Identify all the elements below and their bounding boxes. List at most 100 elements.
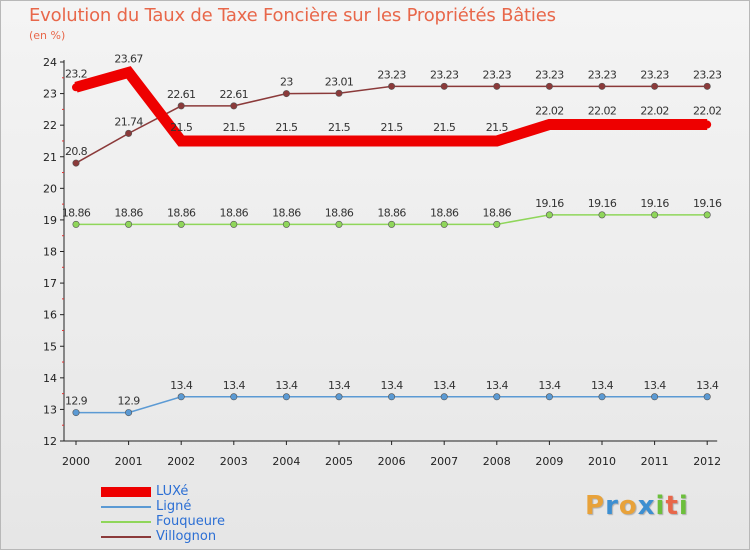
data-point [230, 102, 238, 110]
y-tick-label: 19 [43, 214, 57, 227]
data-label: 19.16 [693, 197, 722, 210]
logo-letter: i [678, 491, 689, 521]
y-tick-label: 12 [43, 435, 57, 448]
data-point [335, 136, 343, 145]
data-label: 22.61 [167, 88, 196, 101]
logo-letter: P [585, 491, 606, 521]
data-point [703, 120, 712, 129]
data-point [335, 89, 343, 97]
data-point [545, 211, 553, 219]
data-label: 12.9 [118, 395, 141, 408]
x-tick-label: 2005 [325, 455, 353, 468]
line-chart: 12 13 14 15 16 17 18 19 20 21 22 23 24 2000 2001 2002 20… [43, 52, 723, 468]
data-label: 21.5 [275, 121, 298, 134]
data-point [598, 211, 606, 219]
data-label: 21.5 [170, 121, 193, 134]
data-label: 23.01 [325, 75, 354, 88]
data-label: 13.4 [486, 379, 509, 392]
data-point [125, 220, 133, 228]
data-label: 19.16 [535, 197, 564, 210]
data-point [545, 82, 553, 90]
data-label: 13.4 [223, 379, 246, 392]
data-point [651, 82, 659, 90]
data-label: 13.4 [275, 379, 298, 392]
data-label: 23.2 [65, 67, 87, 80]
data-label: 22.02 [588, 105, 617, 118]
data-point [335, 393, 343, 401]
data-point [598, 393, 606, 401]
data-label: 22.02 [535, 105, 564, 118]
data-point [440, 82, 448, 90]
data-label: 18.86 [430, 206, 459, 219]
data-label: 13.4 [538, 379, 561, 392]
legend-swatch [101, 536, 151, 538]
data-point [440, 393, 448, 401]
data-point [229, 136, 238, 145]
data-point [440, 220, 448, 228]
data-label: 23.23 [693, 68, 722, 81]
x-tick-label: 2008 [483, 455, 511, 468]
data-point [282, 136, 291, 145]
legend-swatch [101, 506, 151, 508]
data-point [124, 68, 133, 77]
data-label: 18.86 [62, 206, 91, 219]
data-point [440, 136, 449, 145]
data-point [598, 120, 606, 129]
logo-letter: r [605, 491, 619, 521]
y-tick-label: 21 [43, 151, 57, 164]
data-point [703, 82, 711, 90]
data-label: 22.02 [640, 105, 669, 118]
chart-title: Evolution du Taux de Taxe Foncière sur l… [29, 5, 556, 26]
data-label: 21.5 [328, 121, 351, 134]
data-point [388, 82, 396, 90]
y-tick-label: 13 [43, 403, 57, 416]
y-tick-label: 14 [43, 372, 57, 385]
data-label: 23.23 [640, 68, 669, 81]
data-point [335, 220, 343, 228]
data-point [387, 136, 396, 145]
legend-swatch [101, 487, 151, 497]
logo-letter: i [655, 491, 666, 521]
data-label: 18.86 [377, 206, 406, 219]
legend-label: Villognon [156, 529, 217, 544]
data-point [650, 120, 659, 129]
data-point [388, 220, 396, 228]
x-tick-label: 2012 [693, 455, 721, 468]
data-label: 21.74 [114, 115, 143, 128]
y-tick-label: 20 [43, 182, 57, 195]
data-point [492, 136, 501, 145]
data-point [703, 393, 711, 401]
data-label: 13.4 [644, 379, 667, 392]
data-point [177, 102, 185, 110]
axes: 12 13 14 15 16 17 18 19 20 21 22 23 24 2000 2001 2002 20… [43, 56, 721, 468]
data-point [703, 211, 711, 219]
data-label: 21.5 [381, 121, 404, 134]
data-point [282, 220, 290, 228]
legend-label: LUXé [156, 484, 189, 499]
data-point [72, 220, 80, 228]
data-label: 18.86 [483, 206, 512, 219]
data-label: 13.4 [591, 379, 614, 392]
y-tick-label: 17 [43, 277, 57, 290]
data-label: 18.86 [114, 206, 143, 219]
data-point [282, 90, 290, 98]
data-label: 21.5 [223, 121, 246, 134]
data-label: 18.86 [167, 206, 196, 219]
data-point [388, 393, 396, 401]
series-layer [72, 66, 712, 417]
data-labels: 12.9 12.9 13.4 13.4 13.4 13.4 13.4 13.4 13.4 13.4… [62, 52, 723, 408]
x-tick-label: 2001 [115, 455, 143, 468]
logo-letter: x [637, 491, 656, 521]
x-tick-label: 2011 [641, 455, 669, 468]
data-label: 19.16 [640, 197, 669, 210]
data-point [282, 393, 290, 401]
data-label: 13.4 [696, 379, 719, 392]
x-tick-label: 2009 [535, 455, 563, 468]
data-point [125, 129, 133, 137]
data-label: 21.5 [486, 121, 509, 134]
proxiti-logo: Proxiti [585, 491, 689, 521]
data-point [493, 393, 501, 401]
logo-letter: t [665, 491, 679, 521]
data-label: 13.4 [381, 379, 404, 392]
legend-label: Ligné [156, 499, 192, 514]
